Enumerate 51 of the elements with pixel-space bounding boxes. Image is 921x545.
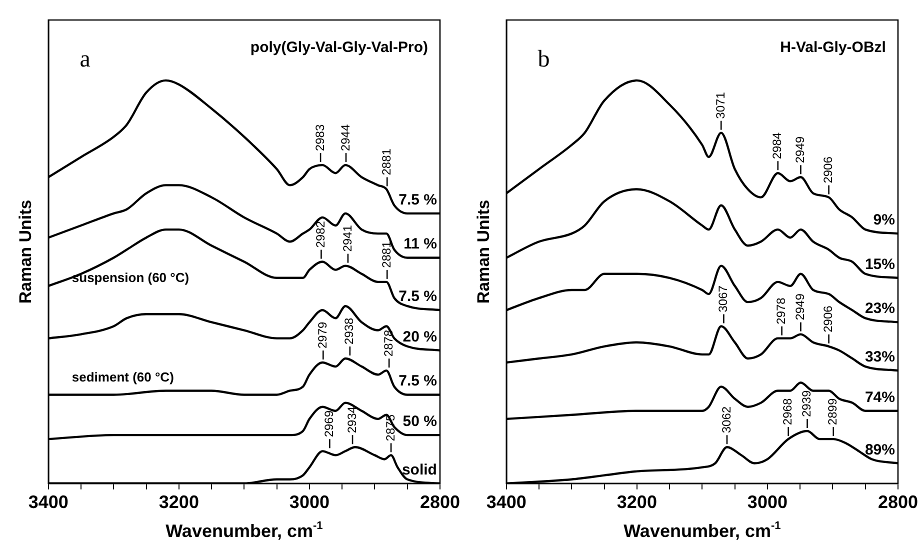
annotation: sediment (60 °C)	[72, 369, 174, 384]
x-tick-label: 3200	[616, 492, 657, 512]
annotation: 3067	[716, 285, 730, 312]
annotation: 2938	[342, 317, 356, 344]
annotation: 2982	[314, 220, 328, 248]
annotation: 2906	[821, 156, 836, 184]
annotation: 2969	[322, 410, 336, 438]
annotation: 3062	[719, 406, 734, 434]
annotation: 2949	[793, 136, 808, 164]
annotation: 2979	[315, 321, 330, 349]
series-label: 23%	[864, 300, 895, 318]
annotation: 2934	[344, 406, 359, 434]
x-tick-label: 3000	[747, 492, 788, 512]
annotation: 2968	[780, 398, 795, 426]
series-label: 15%	[864, 256, 895, 273]
annotation: 2978	[774, 297, 788, 324]
chart-title: poly(Gly-Val-Gly-Val-Pro)	[250, 39, 428, 56]
x-tick-label: 2800	[420, 492, 460, 512]
x-tick-label: 3200	[158, 492, 199, 512]
annotation: 2939	[800, 390, 814, 418]
annotation: 2941	[340, 224, 354, 252]
annotation: suspension (60 °C)	[72, 270, 190, 285]
annotation: 2906	[821, 305, 836, 332]
legend-label: solid	[402, 461, 437, 478]
series-label: 9%	[873, 212, 895, 229]
text: b	[538, 46, 550, 72]
legend-label: 7.5 %	[398, 191, 437, 208]
y-axis-title: Raman Units	[16, 200, 35, 304]
series-label: 33%	[864, 348, 895, 366]
y-axis-title: Raman Units	[474, 200, 493, 304]
annotation: 2984	[770, 132, 784, 160]
x-tick-label: 3400	[486, 492, 526, 512]
text: a	[80, 46, 91, 72]
annotation: 2899	[826, 398, 840, 426]
annotation: 2881	[379, 240, 394, 268]
chart-title: H-Val-Gly-OBzl	[780, 39, 886, 56]
annotation: 2949	[793, 293, 808, 320]
series-label: 89%	[864, 441, 895, 458]
series-label: 74%	[864, 388, 895, 406]
annotation: 2881	[379, 148, 394, 176]
series-label: 11 %	[404, 236, 437, 253]
series-label: 20 %	[402, 328, 437, 346]
x-tick-label: 3000	[289, 492, 330, 512]
annotation: 3071	[713, 92, 728, 119]
legend-label: 7.5 %	[398, 372, 437, 390]
series-label: 50 %	[402, 413, 437, 430]
x-tick-label: 2800	[878, 492, 918, 512]
x-tick-label: 3400	[28, 492, 68, 512]
annotation: 2983	[312, 124, 327, 152]
legend-label: 7.5 %	[398, 288, 437, 306]
annotation: 2944	[338, 124, 352, 152]
